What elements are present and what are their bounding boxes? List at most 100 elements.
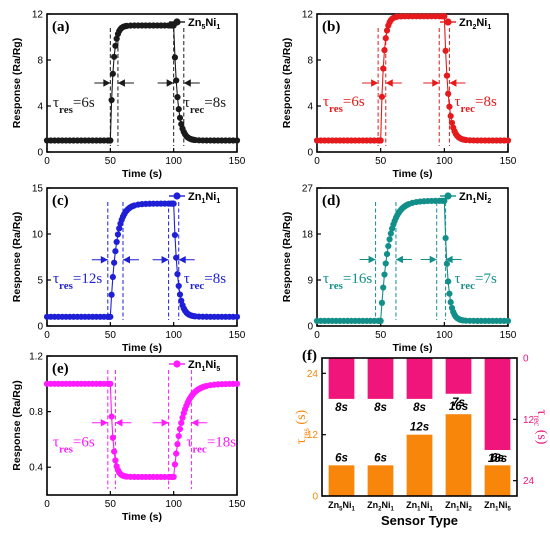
data-point <box>175 106 182 113</box>
category-sub: 1 <box>391 507 395 513</box>
data-point <box>107 380 114 387</box>
y-tick-label: 0 <box>307 148 313 159</box>
tau-symbol: τ <box>53 434 59 450</box>
tau-value: =16s <box>343 271 372 287</box>
data-point <box>445 90 452 97</box>
x-tick-label: 100 <box>436 156 453 167</box>
x-tick-label: 50 <box>375 156 387 167</box>
data-point <box>170 200 177 207</box>
data-point <box>108 96 115 104</box>
tau-value: =6s <box>73 434 95 450</box>
data-point <box>108 291 115 298</box>
data-point <box>447 299 454 306</box>
data-point <box>175 432 182 440</box>
tau-sub: rec <box>190 104 205 116</box>
data-point <box>445 278 452 285</box>
legend-sub: 5 <box>201 24 205 31</box>
data-point <box>386 236 393 243</box>
data-point <box>441 197 448 204</box>
data-point <box>112 248 119 255</box>
series-line <box>47 203 237 318</box>
data-point <box>385 242 392 250</box>
arrow-head <box>432 79 440 87</box>
panel-label: (e) <box>52 361 69 377</box>
legend-entry: Zn5Ni1 <box>188 17 220 31</box>
category-sub: 5 <box>508 507 512 513</box>
y-tick-label: 4 <box>37 102 43 113</box>
y-left-tick-label: 24 <box>307 369 319 380</box>
arrow-head <box>166 79 174 87</box>
tau-symbol: τ <box>186 434 192 450</box>
y-left-tick-label: 0 <box>312 492 318 503</box>
data-point <box>111 448 118 455</box>
y-tick-label: 0.4 <box>29 463 43 474</box>
legend-sub: 5 <box>216 366 220 373</box>
legend-marker <box>444 18 452 26</box>
tau-sub: rec <box>190 280 205 292</box>
series-line <box>47 24 238 142</box>
y-tick-label: 15 <box>32 184 44 195</box>
tau-sub: res <box>59 443 74 455</box>
series-line <box>317 200 508 322</box>
legend-text: Ni <box>205 191 216 203</box>
data-point <box>111 53 118 60</box>
y-left-axis-label: τres (s) <box>294 409 311 444</box>
arrow-head <box>117 79 125 87</box>
category-text: Ni <box>343 500 352 510</box>
y-tick-label: 8 <box>307 56 313 67</box>
category-sub: 1 <box>495 507 499 513</box>
bar-rec-label: 18s <box>488 453 507 465</box>
data-point <box>109 70 116 77</box>
x-axis-label: Time (s) <box>122 511 162 523</box>
panel-6: 6s8sZn5Ni16s8sZn2Ni112s8sZn1Ni116s7sZn1N… <box>294 348 549 528</box>
panel-label: (c) <box>52 193 69 209</box>
x-tick-label: 100 <box>165 156 182 167</box>
plot-frame <box>316 13 509 153</box>
legend-text: Zn <box>459 17 473 29</box>
data-point <box>446 290 453 297</box>
axis-unit: (s) <box>534 426 549 445</box>
x-tick-label: 50 <box>375 330 387 341</box>
data-point <box>114 231 122 238</box>
x-tick-label: 50 <box>105 330 117 341</box>
category-sub: 1 <box>430 507 434 513</box>
panel-label: (a) <box>52 19 70 35</box>
data-point <box>383 250 391 258</box>
x-tick-label: 150 <box>229 156 246 167</box>
data-point <box>176 114 184 121</box>
y-tick-label: 8 <box>37 56 43 67</box>
data-point <box>377 317 384 324</box>
x-tick-label: 150 <box>229 499 246 510</box>
x-axis-label: Time (s) <box>122 342 162 354</box>
panel-label: (f) <box>302 348 317 364</box>
tau-rec-annotation: τrec=8s <box>184 271 226 292</box>
bar-res-label: 16s <box>449 401 468 413</box>
legend-entry: Zn2Ni1 <box>459 17 491 31</box>
legend-text: Zn <box>459 191 473 203</box>
category-text: Zn <box>328 500 339 510</box>
legend-sub: 1 <box>216 198 220 205</box>
category-text: Ni <box>382 500 391 510</box>
y-tick-label: 0 <box>37 148 43 159</box>
tau-rec-annotation: τrec=18s <box>186 434 236 455</box>
arrow-head <box>100 418 108 427</box>
tau-symbol: τ <box>455 271 461 287</box>
x-tick-label: 100 <box>436 330 453 341</box>
bar-res-label: 6s <box>335 452 348 464</box>
y-axis-label: Response (Ra/Rg) <box>281 38 293 128</box>
tau-res-annotation: τres=16s <box>323 271 372 292</box>
tau-symbol: τ <box>455 94 461 110</box>
tau-symbol: τ <box>323 94 329 110</box>
legend-text: Zn <box>188 359 202 371</box>
legend-sub: 1 <box>201 366 205 373</box>
y-tick-label: 18 <box>302 230 314 241</box>
tau-value: =8s <box>204 271 226 287</box>
bar-res <box>367 465 394 496</box>
bar-res-label: 12s <box>410 422 429 434</box>
data-point <box>109 434 116 441</box>
category-text: Zn <box>367 500 378 510</box>
axis-tau: τ <box>534 410 549 416</box>
tau-symbol: τ <box>184 95 190 111</box>
y-tick-label: 0 <box>37 322 43 333</box>
